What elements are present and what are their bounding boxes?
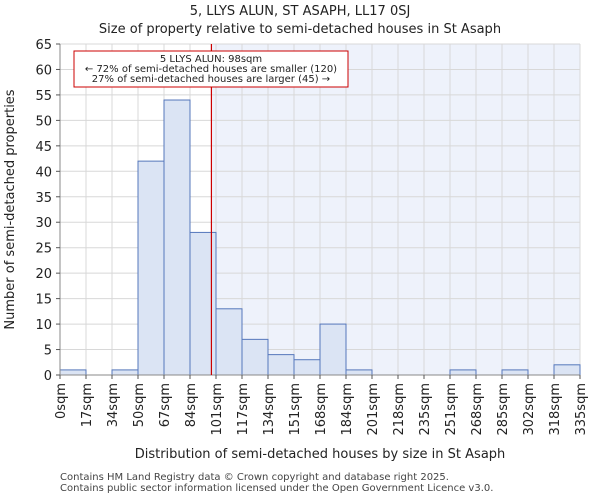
x-tick-label: 168sqm [314, 383, 329, 436]
x-tick-label: 134sqm [262, 383, 277, 436]
x-axis-title: Distribution of semi-detached houses by … [135, 447, 506, 462]
chart-title: 5, LLYS ALUN, ST ASAPH, LL17 0SJ [189, 4, 411, 19]
y-tick-label: 55 [35, 89, 52, 104]
histogram-bar [111, 369, 139, 376]
histogram-bar [267, 354, 295, 376]
y-tick-label: 30 [35, 216, 52, 231]
histogram-chart: 0 5 10 15 20 25 30 35 40 45 50 55 60 65 0sqm 17sqm 34sqm… [3, 38, 589, 462]
y-tick-label: 45 [35, 140, 52, 155]
x-tick-label: 235sqm [418, 383, 433, 436]
x-tick-label: 251sqm [444, 383, 459, 436]
histogram-bar [163, 99, 191, 376]
y-tick-label: 25 [35, 242, 52, 257]
x-tick-label: 34sqm [106, 383, 121, 427]
x-tick-label: 0sqm [54, 383, 69, 419]
y-tick-label: 15 [35, 293, 52, 308]
y-tick-label: 20 [35, 267, 52, 282]
x-tick-label: 84sqm [184, 383, 199, 427]
annotation-box [73, 50, 349, 88]
chart-subtitle: Size of property relative to semi-detach… [98, 22, 502, 37]
histogram-bar [319, 323, 347, 376]
x-tick-label: 285sqm [496, 383, 511, 436]
x-tick-label: 201sqm [366, 383, 381, 436]
x-tick-label: 318sqm [548, 383, 563, 436]
histogram-bar [189, 231, 217, 376]
x-tick-label: 117sqm [236, 383, 251, 436]
histogram-bar [501, 369, 529, 376]
histogram-bar [241, 338, 269, 376]
histogram-bar [449, 369, 477, 376]
x-tick-label: 151sqm [288, 383, 303, 436]
y-tick-label: 40 [35, 165, 52, 180]
x-tick-label: 67sqm [158, 383, 173, 427]
histogram-bar [553, 364, 581, 376]
annotation-line-1: 5 LLYS ALUN: 98sqm [160, 54, 262, 65]
y-tick-label: 35 [35, 191, 52, 206]
x-tick-label: 218sqm [392, 383, 407, 436]
histogram-bar [345, 369, 373, 376]
histogram-bar [293, 359, 321, 376]
footer-copyright: Contains HM Land Registry data © Crown c… [60, 472, 449, 483]
x-tick-label: 17sqm [80, 383, 95, 427]
histogram-bar [59, 369, 87, 376]
y-axis-title: Number of semi-detached properties [3, 89, 18, 329]
y-tick-label: 5 [44, 344, 52, 359]
x-tick-label: 335sqm [574, 383, 589, 436]
histogram-bar [215, 308, 243, 376]
annotation-line-2: ← 72% of semi-detached houses are smalle… [85, 64, 337, 75]
x-tick-label: 101sqm [210, 383, 225, 436]
y-tick-label: 10 [35, 318, 52, 333]
histogram-bar [137, 160, 165, 376]
y-tick-label: 0 [44, 369, 52, 384]
y-tick-label: 50 [35, 114, 52, 129]
x-tick-label: 302sqm [522, 383, 537, 436]
x-tick-label: 268sqm [470, 383, 485, 436]
x-tick-label: 184sqm [340, 383, 355, 436]
y-tick-label: 65 [35, 38, 52, 53]
y-tick-label: 60 [35, 63, 52, 78]
highlight-region [211, 44, 581, 375]
footer: Contains HM Land Registry data © Crown c… [60, 472, 493, 494]
annotation-line-3: 27% of semi-detached houses are larger (… [92, 74, 330, 85]
footer-licence: Contains public sector information licen… [60, 483, 494, 494]
x-tick-label: 50sqm [132, 383, 147, 427]
